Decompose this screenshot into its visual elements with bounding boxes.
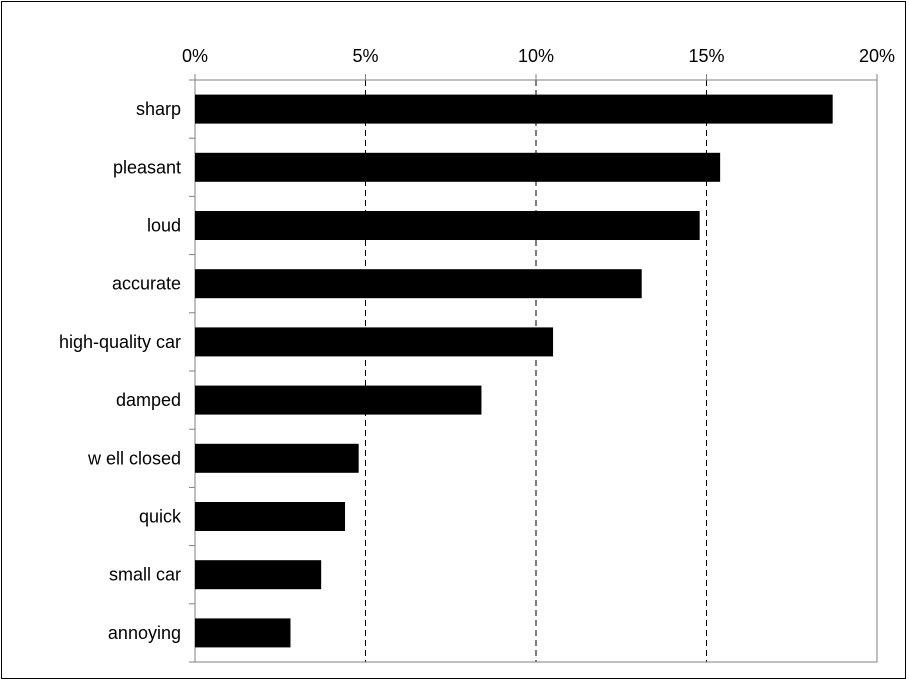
bar [195,152,721,182]
bar [195,618,291,648]
bar [195,560,322,590]
category-label: loud [147,216,181,236]
category-label: quick [139,507,182,527]
category-label: damped [116,390,181,410]
bar [195,385,482,415]
x-tick-label: 10% [518,46,554,66]
bar [195,269,642,299]
category-label: annoying [108,623,181,643]
category-labels: sharp pleasant loud accurate high-quality ca… [59,99,182,643]
bar [195,443,359,473]
bar [195,502,346,531]
x-tick-label: 5% [352,46,378,66]
x-tick-label: 15% [688,46,724,66]
grid-lines [365,80,707,662]
category-label: w ell closed [87,448,181,468]
category-label: high-quality car [59,332,181,352]
x-tick-label: 20% [859,46,895,66]
bar [195,94,833,124]
category-label: accurate [112,274,181,294]
category-label: sharp [136,99,181,119]
x-tick-label: 0% [182,46,208,66]
category-label: pleasant [113,157,181,177]
bar [195,211,700,240]
bars [195,94,833,648]
bar [195,327,554,357]
x-axis-ticks: 0% 5% 10% 15% 20% [182,46,895,663]
category-label: small car [109,565,181,585]
